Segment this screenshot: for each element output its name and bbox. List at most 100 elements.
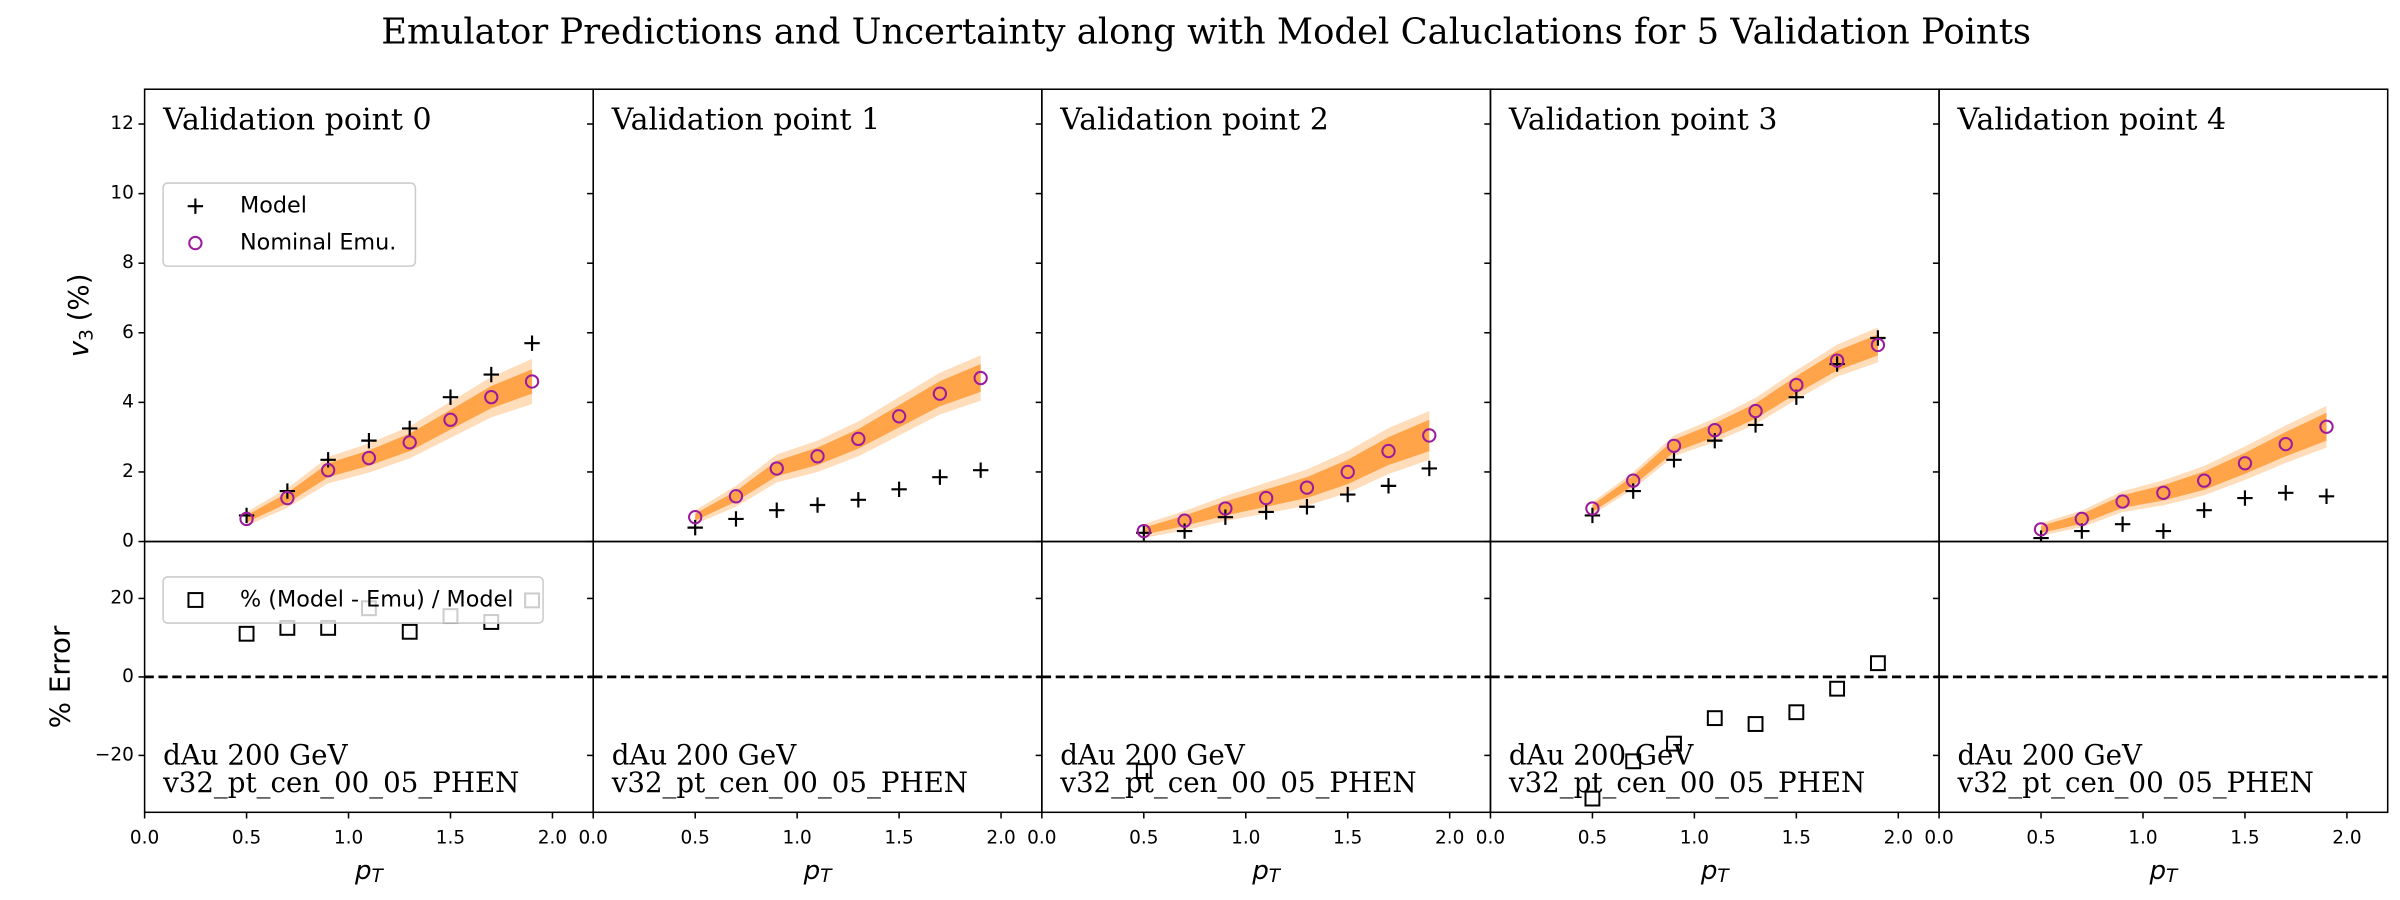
y-axis-label: v3 (%): [62, 274, 98, 358]
error-point: [1666, 735, 1682, 752]
emulator-point: [973, 370, 988, 386]
plot-area: [1136, 411, 1437, 541]
emulator-point: [891, 409, 907, 424]
legend-marker: [187, 592, 204, 608]
uncertainty-band-inner: [1143, 419, 1430, 535]
y-tick-label: 8: [122, 252, 134, 273]
x-tick-label: 0.0: [1027, 827, 1056, 848]
emulator-point: [320, 463, 336, 478]
plot-area: [238, 335, 540, 527]
y-tick-label: 12: [110, 113, 133, 134]
panel-title: Validation point 2: [1059, 103, 1329, 138]
x-axis-label: pT: [1700, 855, 1731, 887]
model-point: [524, 335, 540, 351]
x-tick-label: 1.5: [884, 827, 913, 848]
y-label-symbol: v: [62, 340, 95, 357]
x-tick-label: 1.0: [1231, 827, 1260, 848]
emulator-point: [728, 489, 744, 504]
legend-box: [162, 576, 544, 624]
x-tick-label: 1.0: [1680, 827, 1709, 848]
model-point: [1747, 417, 1764, 433]
emulator-point: [2033, 522, 2049, 537]
annotation: dAu 200 GeV: [1509, 738, 1695, 771]
error-point: [1135, 763, 1152, 780]
error-point: [1584, 790, 1601, 807]
x-axis-label: pT: [1251, 855, 1282, 887]
y-tick-label: 0: [122, 531, 134, 552]
emulator-point: [1829, 353, 1845, 368]
emulator-point: [1422, 428, 1437, 443]
x-label-symbol: p: [803, 855, 821, 885]
plot-area: [2033, 405, 2335, 542]
legend-marker: [187, 198, 204, 214]
y-tick-label: 20: [110, 587, 133, 608]
model-point: [483, 366, 499, 383]
x-tick-label: 0.0: [1924, 827, 1953, 848]
error-point: [1869, 655, 1886, 672]
y-tick-label: 6: [122, 322, 134, 343]
x-tick-label: 2.0: [986, 827, 1015, 848]
x-tick-label: 2.0: [1435, 827, 1464, 848]
legend-label: Nominal Emu.: [240, 230, 396, 256]
x-axis-label: pT: [354, 855, 385, 887]
legend-marker: [188, 235, 203, 251]
x-tick-label: 0.5: [2026, 827, 2055, 848]
x-tick-label: 1.5: [436, 827, 465, 848]
emulator-point: [484, 389, 499, 405]
panel-title: Validation point 1: [611, 103, 881, 138]
y-tick-label: 4: [122, 391, 134, 412]
model-point: [850, 492, 867, 508]
emulator-point: [1748, 403, 1763, 419]
x-tick-label: 0.5: [681, 827, 710, 848]
x-tick-label: 0.5: [1578, 827, 1607, 848]
x-tick-label: 1.5: [1333, 827, 1362, 848]
x-tick-label: 0.5: [1129, 827, 1158, 848]
uncertainty-band-inner: [1592, 334, 1878, 512]
model-point: [442, 389, 459, 405]
model-point: [2155, 523, 2172, 539]
x-label-symbol: p: [1700, 855, 1718, 885]
x-tick-label: 0.0: [579, 827, 608, 848]
emulator-point: [2319, 419, 2334, 434]
annotation: v32_pt_cen_00_05_PHEN: [162, 766, 519, 799]
model-point: [728, 511, 744, 527]
x-tick-label: 0.0: [130, 827, 159, 848]
model-point: [2318, 488, 2335, 505]
x-label-subscript: T: [2166, 866, 2179, 887]
x-tick-label: 1.0: [2128, 827, 2157, 848]
figure-title: Emulator Predictions and Uncertainty alo…: [381, 11, 2031, 52]
x-tick-label: 1.5: [2230, 827, 2259, 848]
x-axis-label: pT: [803, 855, 834, 887]
x-label-symbol: p: [1251, 855, 1269, 885]
emulator-point: [1218, 501, 1233, 516]
emulator-point: [2197, 473, 2212, 488]
model-point: [769, 502, 785, 518]
error-point: [1625, 753, 1642, 770]
annotation: dAu 200 GeV: [612, 738, 798, 771]
emulator-point: [1136, 523, 1151, 539]
y-axis-label: % Error: [44, 625, 77, 728]
emulator-point: [2237, 456, 2253, 471]
emulator-point: [280, 490, 295, 506]
emulator-point: [1259, 490, 1274, 506]
emulator-point: [2115, 494, 2130, 509]
error-point: [1829, 680, 1846, 697]
plot-area: [1584, 327, 1886, 524]
emulator-point: [810, 449, 825, 464]
emulator-point: [524, 374, 540, 389]
x-axis-label: pT: [2148, 855, 2179, 887]
uncertainty-band-inner: [2041, 412, 2327, 533]
emulator-point: [688, 510, 703, 525]
emulator-point: [851, 431, 866, 447]
model-point: [2033, 530, 2049, 542]
emulator-point: [2074, 511, 2089, 527]
x-tick-label: 2.0: [538, 827, 567, 848]
x-label-subscript: T: [820, 866, 833, 887]
model-point: [361, 432, 377, 449]
model-point: [2196, 502, 2212, 518]
legend-label: Model: [240, 193, 307, 219]
error-point: [401, 623, 418, 640]
plot-area: [1135, 763, 1152, 780]
model-point: [1666, 452, 1682, 468]
